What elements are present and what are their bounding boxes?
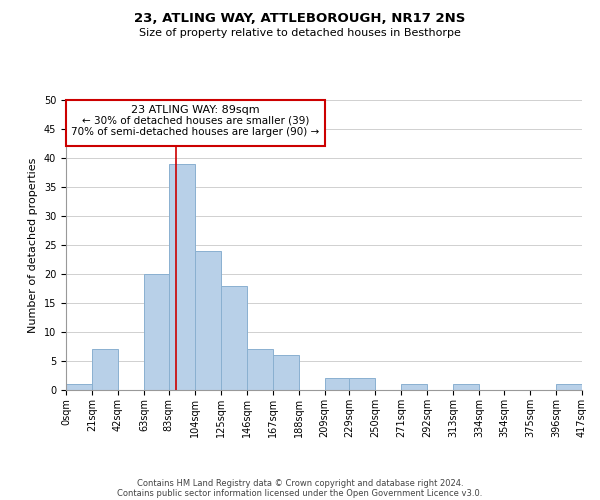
Bar xyxy=(169,164,194,390)
Bar xyxy=(556,384,582,390)
Y-axis label: Number of detached properties: Number of detached properties xyxy=(28,158,38,332)
Bar xyxy=(247,350,272,390)
Bar xyxy=(272,355,299,390)
Bar xyxy=(66,100,325,146)
Text: Contains HM Land Registry data © Crown copyright and database right 2024.: Contains HM Land Registry data © Crown c… xyxy=(137,478,463,488)
Bar xyxy=(144,274,169,390)
Bar xyxy=(194,251,221,390)
Bar xyxy=(401,384,427,390)
Bar xyxy=(221,286,247,390)
Bar xyxy=(92,350,118,390)
Text: Size of property relative to detached houses in Besthorpe: Size of property relative to detached ho… xyxy=(139,28,461,38)
Text: 70% of semi-detached houses are larger (90) →: 70% of semi-detached houses are larger (… xyxy=(71,127,319,137)
Bar xyxy=(325,378,349,390)
Text: Contains public sector information licensed under the Open Government Licence v3: Contains public sector information licen… xyxy=(118,488,482,498)
Text: 23, ATLING WAY, ATTLEBOROUGH, NR17 2NS: 23, ATLING WAY, ATTLEBOROUGH, NR17 2NS xyxy=(134,12,466,26)
Bar xyxy=(349,378,376,390)
Text: 23 ATLING WAY: 89sqm: 23 ATLING WAY: 89sqm xyxy=(131,105,260,115)
Text: ← 30% of detached houses are smaller (39): ← 30% of detached houses are smaller (39… xyxy=(82,116,309,126)
Bar xyxy=(66,384,92,390)
Bar xyxy=(454,384,479,390)
